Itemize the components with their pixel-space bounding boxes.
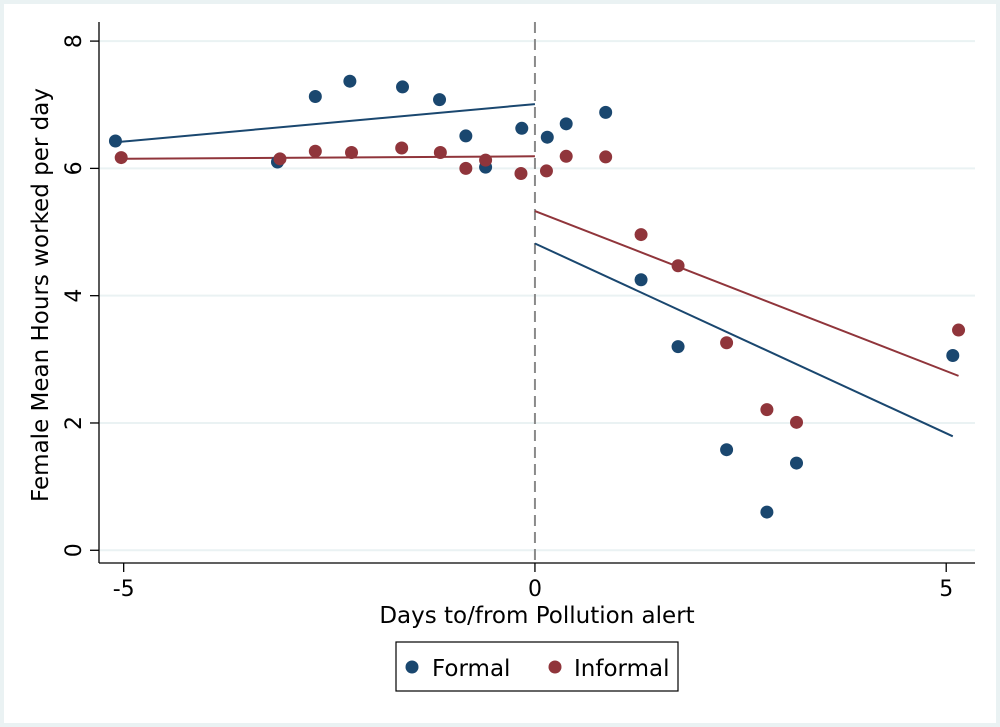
data-point-formal [599,105,613,119]
data-point-informal [433,145,447,159]
data-point-informal [459,161,473,175]
x-ticks: -5 0 5 [113,563,953,602]
data-point-formal [343,74,357,88]
data-point-formal [433,93,447,107]
fit-line-informal [121,155,535,160]
x-axis-label: Days to/from Pollution alert [379,603,694,629]
data-point-informal [559,149,573,163]
data-point-formal [634,273,648,287]
axes [98,22,975,564]
data-point-informal [514,166,528,180]
data-point-formal [946,349,960,363]
data-point-informal [273,152,287,166]
fit-line-formal [534,242,954,438]
y-tick-label: 0 [62,543,87,557]
y-tick-label: 6 [62,161,87,175]
data-point-informal [308,144,322,158]
legend-marker-informal [548,660,562,674]
y-axis-label: Female Mean Hours worked per day [28,88,54,502]
data-point-formal [459,129,473,143]
data-point-formal [540,130,554,144]
data-point-informal [479,153,493,167]
data-point-informal [952,323,966,337]
data-point-informal [720,336,734,350]
data-point-formal [720,443,734,457]
legend: Formal Informal [395,641,679,692]
data-point-formal [671,340,685,354]
data-point-informal [114,151,128,165]
data-point-formal [396,80,410,94]
legend-box [395,641,679,692]
data-point-formal [760,505,774,519]
data-point-formal [308,89,322,103]
data-point-informal [671,259,685,273]
gridlines [100,40,975,552]
legend-label-formal: Formal [432,656,510,682]
data-point-formal [108,134,122,148]
plot-background [4,4,996,723]
data-point-formal [559,117,573,131]
data-point-informal [539,164,553,178]
data-point-formal [790,456,804,470]
legend-label-informal: Informal [574,656,669,682]
fit-line-informal [534,210,959,377]
scatter-points [108,74,966,519]
x-tick-label: 0 [528,577,542,602]
y-tick-label: 8 [62,34,87,48]
fit-lines [115,103,959,438]
y-tick-label: 2 [62,416,87,430]
data-point-formal [515,121,529,135]
fit-line-formal [115,103,536,144]
data-point-informal [634,228,648,242]
y-tick-label: 4 [62,289,87,303]
legend-marker-formal [405,660,419,674]
data-point-informal [345,145,359,159]
data-point-informal [395,141,409,155]
data-point-informal [790,415,804,429]
x-tick-label: -5 [113,577,135,602]
x-tick-label: 5 [939,577,953,602]
data-point-informal [599,150,613,164]
y-ticks: 0 2 4 6 8 [62,34,99,557]
data-point-informal [760,403,774,417]
